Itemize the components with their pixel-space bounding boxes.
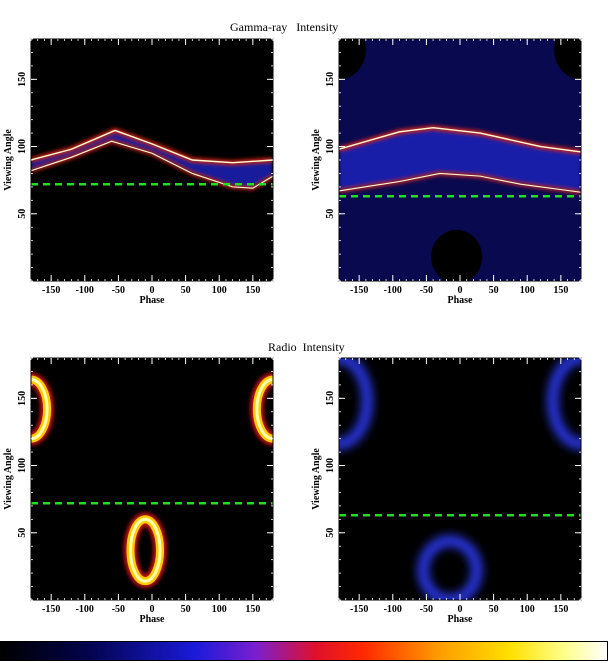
x-tick-label: 150 <box>553 604 568 615</box>
caustic-upper <box>339 127 581 153</box>
y-tick-label: 150 <box>17 391 28 406</box>
plot-area <box>31 39 273 281</box>
x-tick-label: 0 <box>458 604 463 615</box>
x-tick-label: 50 <box>489 285 499 296</box>
y-axis-label: Viewing Angle <box>3 129 14 191</box>
colorbar <box>0 641 608 661</box>
x-axis-label: Phase <box>448 295 474 306</box>
x-tick-label: -150 <box>350 604 368 615</box>
panel-1: -150 -100 -50 0 50 100 150 50 100 150 Phase Viewing… <box>3 38 274 306</box>
x-tick-label: -100 <box>76 604 94 615</box>
x-axis-label: Phase <box>140 295 166 306</box>
x-tick-label: -100 <box>384 285 402 296</box>
no-emission-region <box>554 39 581 80</box>
y-tick-label: 100 <box>17 458 28 473</box>
y-tick-label: 150 <box>17 72 28 87</box>
x-tick-label: 0 <box>150 604 155 615</box>
y-tick-label: 50 <box>325 528 336 538</box>
x-tick-label: -50 <box>112 604 125 615</box>
y-tick-label: 100 <box>17 139 28 154</box>
radio-ring-core-0 <box>128 517 162 583</box>
y-tick-label: 150 <box>325 391 336 406</box>
x-tick-label: 0 <box>150 285 155 296</box>
caustic-upper <box>31 129 273 164</box>
x-tick-label: 150 <box>553 285 568 296</box>
caustic-lower <box>31 140 273 189</box>
x-tick-label: -150 <box>42 604 60 615</box>
y-axis-label: Viewing Angle <box>311 448 322 510</box>
x-tick-label: -150 <box>42 285 60 296</box>
x-tick-label: 150 <box>245 604 260 615</box>
x-tick-label: -50 <box>420 604 433 615</box>
no-emission-region <box>431 229 483 281</box>
x-tick-label: 100 <box>212 604 227 615</box>
panel-4: -150 -100 -50 0 50 100 150 50 100 150 Phase Viewing… <box>311 357 582 625</box>
x-tick-label: -150 <box>350 285 368 296</box>
y-tick-label: 50 <box>17 209 28 219</box>
gamma-row-title: Gamma-ray Intensity <box>230 20 339 34</box>
x-axis-label: Phase <box>448 614 474 625</box>
x-tick-label: 150 <box>245 285 260 296</box>
x-tick-label: 0 <box>458 285 463 296</box>
x-tick-label: -100 <box>76 285 94 296</box>
panel-2: -150 -100 -50 0 50 100 150 50 100 150 Phase Viewing… <box>311 38 582 306</box>
y-axis-label: Viewing Angle <box>3 448 14 510</box>
y-tick-label: 50 <box>325 209 336 219</box>
x-tick-label: 100 <box>520 285 535 296</box>
emission-band <box>31 130 273 189</box>
panel-3: -150 -100 -50 0 50 100 150 50 100 150 Phase Viewing… <box>3 357 274 625</box>
x-tick-label: -100 <box>384 604 402 615</box>
x-tick-label: 100 <box>212 285 227 296</box>
x-tick-label: 50 <box>181 604 191 615</box>
x-axis-label: Phase <box>140 614 166 625</box>
plot-area <box>31 358 273 600</box>
x-tick-label: -50 <box>420 285 433 296</box>
y-tick-label: 50 <box>17 528 28 538</box>
y-axis-label: Viewing Angle <box>311 129 322 191</box>
no-emission-region <box>339 39 366 80</box>
plot-content <box>339 39 581 281</box>
x-tick-label: 100 <box>520 604 535 615</box>
plot-area <box>339 358 581 600</box>
plots-canvas: -150 -100 -50 0 50 100 150 50 100 150 Phase Viewing… <box>3 38 582 625</box>
x-tick-label: -50 <box>112 285 125 296</box>
radio-ring-2 <box>339 358 373 450</box>
y-tick-label: 150 <box>325 72 336 87</box>
radio-ring-core-2 <box>31 378 49 441</box>
x-tick-label: 50 <box>181 285 191 296</box>
x-tick-label: 50 <box>489 604 499 615</box>
y-tick-label: 100 <box>325 458 336 473</box>
radio-row-title: Radio Intensity <box>268 340 345 354</box>
plot-content <box>31 128 273 190</box>
plot-content <box>31 373 273 588</box>
caustic-lower <box>339 172 581 193</box>
radio-ring-0 <box>418 535 482 600</box>
y-tick-label: 100 <box>325 139 336 154</box>
radio-ring-core-1 <box>255 378 273 441</box>
